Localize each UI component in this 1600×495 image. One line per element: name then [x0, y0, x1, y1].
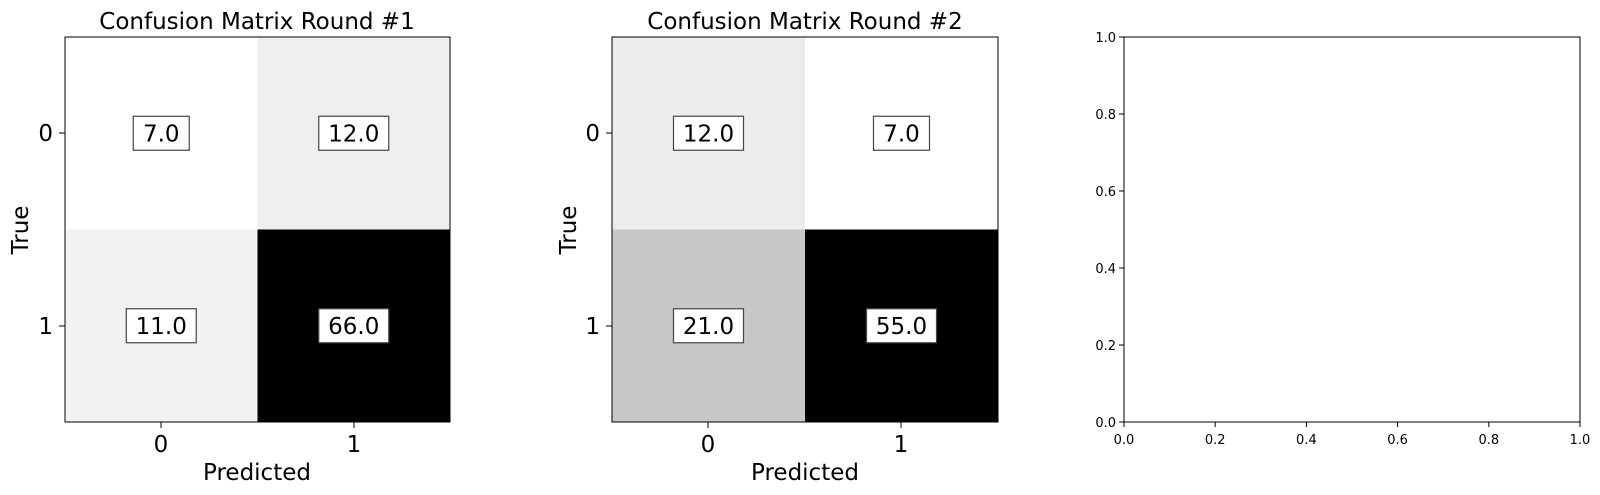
x-tick-label: 1 [894, 432, 909, 458]
cell-label-box [672, 308, 745, 344]
x-tick-label: 1.0 [1570, 433, 1591, 448]
cell-value-label: 7.0 [883, 121, 920, 147]
chart-title: Confusion Matrix Round #2 [647, 9, 962, 35]
plot-frame [611, 36, 999, 423]
plot-frame [1123, 36, 1581, 423]
x-tick-label: 1 [347, 432, 362, 458]
cell-label-box [872, 115, 931, 151]
y-axis-label: True [8, 206, 34, 256]
x-tick-label: 0.8 [1478, 433, 1499, 448]
cell-value-label: 12.0 [328, 121, 379, 147]
y-axis-ticks: 0.0 0.2 0.4 0.6 0.8 1.0 [1095, 31, 1124, 431]
x-tick-label: 0 [701, 432, 716, 458]
x-axis-ticks: 0 1 [154, 422, 362, 458]
cell-label-box [132, 115, 190, 151]
cell-value-label: 55.0 [876, 314, 927, 340]
confusion-matrix-round-2: Confusion Matrix Round #2 12.0 7.0 21.0 55.… [556, 9, 999, 486]
cell-value-label: 21.0 [683, 314, 734, 340]
y-tick-label: 0.4 [1095, 262, 1116, 277]
cell-label-box [318, 115, 390, 151]
cell-label-box [865, 308, 938, 344]
x-tick-label: 0.0 [1114, 433, 1135, 448]
cell-value-label: 12.0 [683, 121, 734, 147]
x-axis-ticks: 0.0 0.2 0.4 0.6 0.8 1.0 [1114, 422, 1591, 448]
cell-label-box [672, 115, 745, 151]
confusion-matrix-round-1: Confusion Matrix Round #1 7.0 12.0 11.0 66.… [8, 9, 451, 486]
y-axis-label: True [556, 206, 582, 256]
x-axis-label: Predicted [203, 460, 311, 486]
chart-title: Confusion Matrix Round #1 [99, 9, 414, 35]
x-tick-label: 0.6 [1387, 433, 1408, 448]
x-axis-label: Predicted [751, 460, 859, 486]
y-tick-label: 1 [38, 314, 53, 340]
cell-value-label: 7.0 [143, 121, 180, 147]
empty-axes: 0.0 0.2 0.4 0.6 0.8 1.0 0.0 0.2 0.4 0.6 0.8 1.0 [1095, 31, 1590, 448]
y-tick-label: 1 [585, 314, 600, 340]
y-tick-label: 0.8 [1095, 108, 1116, 123]
y-tick-label: 0.2 [1095, 339, 1116, 354]
y-tick-label: 0.0 [1095, 416, 1116, 431]
cell-label-box [125, 308, 197, 344]
cell-value-label: 11.0 [136, 314, 187, 340]
x-axis-ticks: 0 1 [701, 422, 909, 458]
plot-frame [64, 36, 451, 423]
heatmap-cells: 7.0 12.0 11.0 66.0 [65, 37, 450, 422]
y-axis-ticks: 0 1 [585, 121, 612, 340]
y-tick-label: 0.6 [1095, 185, 1116, 200]
y-tick-label: 1.0 [1095, 31, 1116, 46]
cell-label-box [318, 308, 390, 344]
y-axis-ticks: 0 1 [38, 121, 65, 340]
y-tick-label: 0 [585, 121, 600, 147]
cell-value-label: 66.0 [328, 314, 379, 340]
y-tick-label: 0 [38, 121, 53, 147]
heatmap-cells: 12.0 7.0 21.0 55.0 [612, 37, 998, 422]
x-tick-label: 0.2 [1205, 433, 1226, 448]
x-tick-label: 0 [154, 432, 169, 458]
x-tick-label: 0.4 [1296, 433, 1317, 448]
